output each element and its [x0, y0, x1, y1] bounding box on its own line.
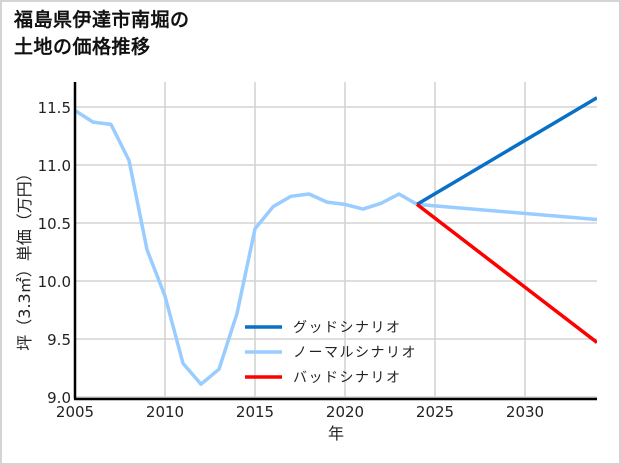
y-tick-label: 11.0 [38, 157, 71, 175]
x-tick-label: 2020 [326, 403, 364, 421]
chart-title-line-2: 土地の価格推移 [14, 36, 151, 58]
y-tick-label: 11.5 [38, 99, 71, 117]
x-tick-label: 2025 [416, 403, 454, 421]
series-line-2 [415, 203, 597, 344]
x-tick-label: 2010 [146, 403, 184, 421]
y-tick-label: 9.5 [47, 331, 71, 349]
legend-item: グッドシナリオ [245, 320, 402, 336]
y-tick-labels: 9.0 9.5 10.0 10.5 11.0 11.5 [38, 99, 71, 407]
legend-label: バッドシナリオ [293, 370, 402, 386]
series-line-0 [416, 96, 597, 206]
x-tick-labels: 2005 2010 2015 2020 2025 2030 [56, 403, 544, 421]
x-tick-label: 2015 [236, 403, 274, 421]
x-tick-label: 2005 [56, 403, 94, 421]
y-tick-label: 10.5 [38, 215, 71, 233]
chart-title-line-1: 福島県伊達市南堀の [14, 9, 190, 31]
y-tick-label: 10.0 [38, 273, 71, 291]
x-tick-label: 2030 [506, 403, 544, 421]
legend-item: バッドシナリオ [245, 370, 402, 386]
grid-lines [74, 82, 597, 399]
axes [73, 82, 597, 401]
series-line-1 [75, 109, 597, 386]
x-axis-title: 年 [328, 424, 344, 443]
y-axis-title: 坪（3.3㎡）単価（万円） [15, 165, 34, 350]
data-series [75, 96, 597, 386]
legend-label: ノーマルシナリオ [293, 345, 417, 361]
legend-label: グッドシナリオ [293, 320, 402, 336]
y-tick-label: 9.0 [47, 389, 71, 407]
legend-item: ノーマルシナリオ [245, 345, 417, 361]
chart-title: 福島県伊達市南堀の 土地の価格推移 [14, 7, 190, 61]
